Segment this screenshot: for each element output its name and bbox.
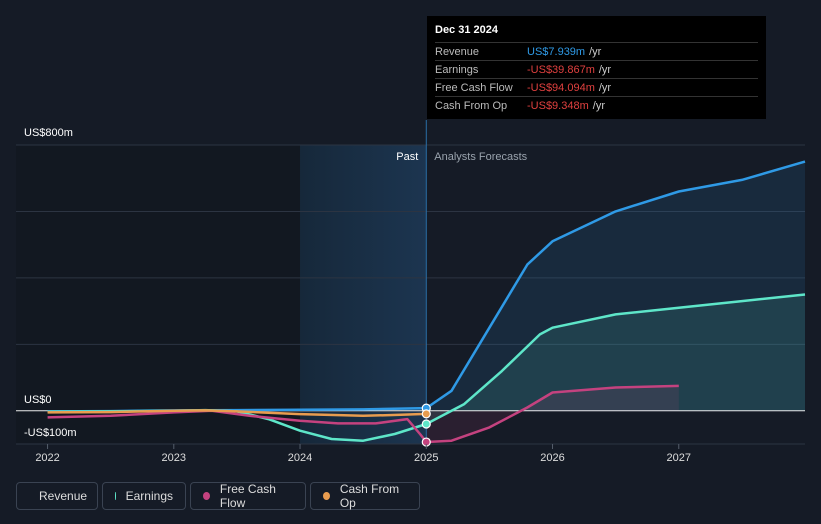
- x-tick-label: 2023: [162, 452, 186, 464]
- cash-from-op-marker: [421, 409, 431, 419]
- tooltip-value: -US$94.094m: [527, 81, 595, 94]
- earnings-marker: [421, 419, 431, 429]
- x-tick-label: 2025: [414, 452, 438, 464]
- legend-revenue[interactable]: Revenue: [16, 482, 98, 510]
- legend: Revenue Earnings Free Cash Flow Cash Fro…: [16, 482, 420, 510]
- tooltip-unit: /yr: [589, 45, 602, 58]
- tooltip-label: Cash From Op: [435, 99, 508, 112]
- tooltip-label: Free Cash Flow: [435, 81, 513, 94]
- tooltip-row-cash-from-op: Cash From Op -US$9.348m /yr: [435, 96, 758, 114]
- legend-label: Cash From Op: [339, 482, 400, 510]
- free-cash-flow-dot-icon: [203, 492, 210, 500]
- cash-from-op-dot-icon: [323, 492, 330, 500]
- tooltip-row-free-cash-flow: Free Cash Flow -US$94.094m /yr: [435, 78, 758, 96]
- tooltip-value: -US$9.348m: [527, 99, 589, 112]
- forecast-label: Analysts Forecasts: [434, 151, 527, 163]
- highlight-region: [300, 145, 427, 444]
- x-tick-label: 2026: [540, 452, 564, 464]
- x-tick-label: 2027: [667, 452, 691, 464]
- past-label: Past: [396, 151, 418, 163]
- tooltip-label: Revenue: [435, 45, 480, 58]
- legend-free-cash-flow[interactable]: Free Cash Flow: [190, 482, 306, 510]
- y-top-label: US$800m: [24, 127, 73, 139]
- tooltip-row-earnings: Earnings -US$39.867m /yr: [435, 60, 758, 78]
- legend-label: Earnings: [125, 489, 173, 503]
- earnings-dot-icon: [115, 492, 116, 500]
- revenue-forecast-area: [426, 161, 805, 411]
- free-cash-flow-forecast-area: [426, 385, 679, 442]
- tooltip-row-revenue: Revenue US$7.939m /yr: [435, 42, 758, 60]
- tooltip: Dec 31 2024 Revenue US$7.939m /yr Earnin…: [427, 16, 766, 119]
- legend-label: Free Cash Flow: [219, 482, 276, 510]
- cash-from-op-line: [47, 409, 427, 418]
- y-zero-label: US$0: [24, 394, 52, 406]
- tooltip-date: Dec 31 2024: [435, 24, 498, 36]
- legend-label: Revenue: [39, 489, 88, 503]
- tooltip-unit: /yr: [598, 81, 612, 94]
- tooltip-label: Earnings: [435, 63, 479, 76]
- legend-earnings[interactable]: Earnings: [102, 482, 186, 510]
- legend-cash-from-op[interactable]: Cash From Op: [310, 482, 420, 510]
- tooltip-unit: /yr: [592, 99, 605, 112]
- earnings-forecast-area: [426, 294, 805, 424]
- tooltip-value: US$7.939m: [527, 45, 586, 58]
- x-tick-label: 2024: [288, 452, 312, 464]
- y-bottom-label: -US$100m: [24, 427, 77, 439]
- x-tick-label: 2022: [35, 452, 59, 464]
- tooltip-unit: /yr: [598, 63, 612, 76]
- tooltip-value: -US$39.867m: [527, 63, 595, 76]
